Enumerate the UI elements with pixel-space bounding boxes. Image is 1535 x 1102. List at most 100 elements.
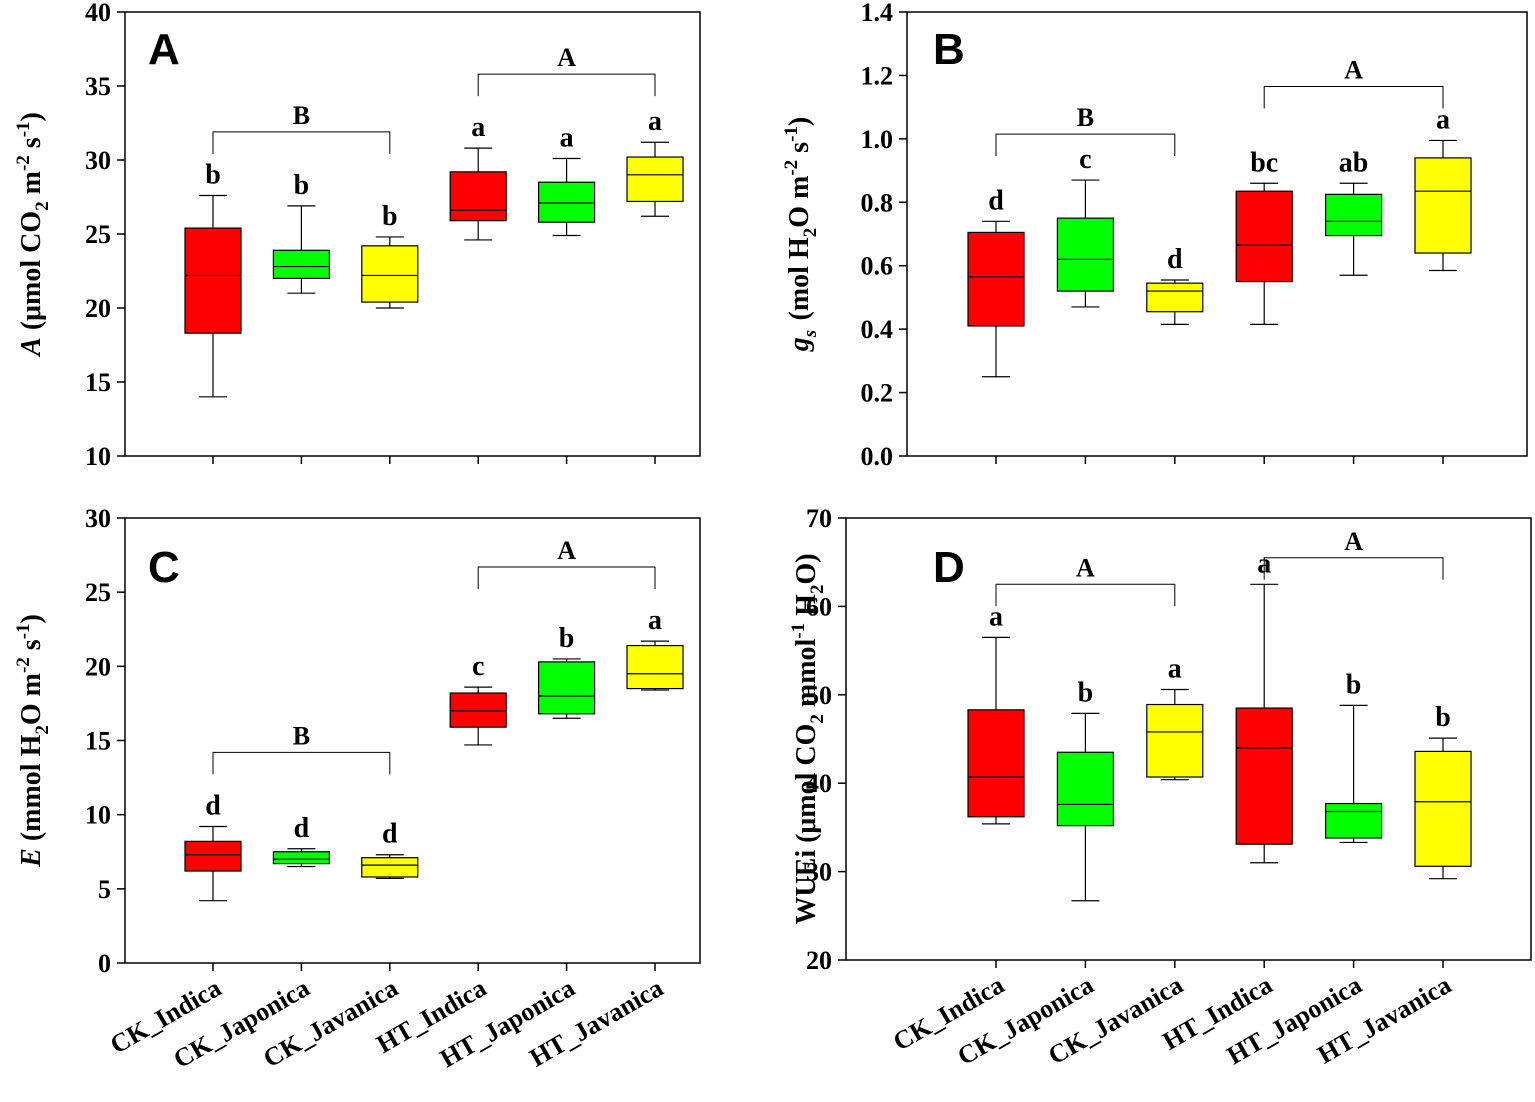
panel-c: 051015202530CK_IndicaCK_JaponicaCK_Javan…	[13, 504, 701, 1074]
significance-letter: d	[205, 791, 221, 822]
significance-letter: d	[988, 185, 1004, 216]
box-ck-japonica	[272, 851, 330, 865]
y-tick-label: 40	[806, 769, 832, 798]
significance-letter: a	[648, 106, 662, 137]
box-ht-javanica	[1414, 750, 1472, 867]
y-axis-label: E (mmol H2O m-2 s-1)	[13, 614, 53, 868]
significance-letter: ab	[1339, 147, 1369, 178]
y-tick-label: 40	[85, 0, 111, 27]
significance-letter: a	[560, 123, 574, 154]
y-tick-label: 0.8	[861, 188, 894, 217]
box-ht-japonica	[537, 181, 596, 223]
box-ck-indica	[967, 231, 1025, 327]
significance-letter: d	[294, 813, 310, 844]
panel-a: 10 15 20 25 30 35 40 b b b a a a B A A A (μmol CO2 m-2 s…	[13, 0, 701, 471]
y-tick-label: 10	[85, 442, 111, 471]
significance-letter: a	[1168, 653, 1182, 684]
significance-letter: b	[382, 201, 398, 232]
y-tick-label: 20	[85, 652, 111, 681]
group-bracket	[1263, 86, 1444, 109]
box-ck-indica	[184, 840, 242, 872]
significance-letter: a	[471, 112, 485, 143]
box-ck-japonica	[272, 249, 330, 279]
group-letter: A	[1076, 553, 1095, 582]
group-bracket	[1263, 557, 1444, 580]
group-letter: B	[293, 721, 310, 750]
box-ht-japonica	[1324, 802, 1383, 839]
y-tick-label: 1.4	[861, 0, 894, 27]
y-tick-label: 30	[85, 146, 111, 175]
group-letter: A	[1344, 56, 1363, 85]
significance-letter: b	[1078, 677, 1094, 708]
box-ht-javanica	[626, 156, 684, 203]
box-ht-indica	[449, 692, 507, 728]
box-ht-japonica	[537, 661, 596, 715]
box-ck-indica	[184, 227, 242, 334]
panel-d: 203040506070CK_IndicaCK_JaponicaCK_Javan…	[788, 504, 1532, 1071]
box-ht-javanica	[626, 644, 684, 690]
significance-letter: bc	[1250, 147, 1278, 178]
panel-letter: C	[148, 543, 180, 592]
significance-letter: c	[472, 651, 484, 682]
group-letter: A	[1344, 527, 1363, 556]
box-ck-javanica	[361, 857, 419, 878]
significance-letter: d	[382, 819, 398, 850]
significance-letter: b	[1346, 669, 1362, 700]
y-tick-label: 20	[85, 294, 111, 323]
group-bracket	[477, 73, 656, 97]
y-tick-label: 1.0	[861, 125, 894, 154]
y-tick-label: 0.4	[861, 315, 894, 344]
box-ht-javanica	[1414, 157, 1472, 254]
box-ck-japonica	[1056, 217, 1115, 292]
y-tick-label: 50	[806, 681, 832, 710]
y-tick-label: 30	[85, 504, 111, 533]
y-tick-label: 20	[806, 946, 832, 975]
y-tick-label: 60	[806, 592, 832, 621]
y-axis-label: A (μmol CO2 m-2 s-1)	[13, 112, 53, 358]
group-bracket	[477, 566, 656, 589]
panel-letter: A	[148, 25, 180, 74]
y-tick-label: 25	[85, 578, 111, 607]
group-letter: B	[293, 101, 310, 130]
y-tick-label: 15	[85, 368, 111, 397]
significance-letter: a	[648, 605, 662, 636]
y-tick-label: 15	[85, 727, 111, 756]
group-bracket	[212, 751, 391, 775]
group-bracket	[995, 583, 1176, 607]
plot-frame	[124, 517, 701, 964]
significance-letter: b	[559, 623, 575, 654]
y-tick-label: 5	[98, 875, 111, 904]
y-tick-label: 1.2	[861, 61, 894, 90]
y-tick-label: 30	[806, 858, 832, 887]
group-letter: B	[1077, 103, 1094, 132]
y-tick-label: 0	[98, 949, 111, 978]
box-ck-indica	[967, 709, 1025, 818]
y-tick-label: 0.6	[861, 252, 894, 281]
plot-frame	[906, 11, 1528, 457]
y-axis-label: WUEi (μmol CO2 mmol-1 H2O)	[788, 553, 828, 924]
y-axis-label: gs (mol H2O m-2 s-1)	[781, 117, 821, 352]
group-letter: A	[557, 43, 576, 72]
significance-letter: d	[1167, 244, 1183, 275]
y-tick-label: 10	[85, 801, 111, 830]
panel-b: 0.0 0.2 0.4 0.6 0.8 1.0 1.2 1.4 d c d bc ab a B A Bgs (m…	[781, 0, 1528, 471]
y-tick-label: 0.0	[861, 442, 894, 471]
group-bracket	[995, 133, 1176, 157]
significance-letter: b	[205, 160, 221, 191]
box-ht-indica	[1235, 190, 1293, 283]
box-ck-javanica	[1146, 282, 1204, 313]
significance-letter: a	[1436, 104, 1450, 135]
box-ck-javanica	[1146, 703, 1204, 778]
significance-letter: c	[1079, 144, 1091, 175]
significance-letter: b	[1435, 702, 1451, 733]
panel-letter: B	[933, 25, 965, 74]
box-ck-japonica	[1056, 751, 1115, 827]
box-ht-japonica	[1324, 193, 1383, 237]
y-tick-label: 70	[806, 504, 832, 533]
box-ht-indica	[1235, 707, 1293, 845]
box-ht-indica	[449, 171, 507, 222]
y-tick-label: 0.2	[861, 379, 894, 408]
y-tick-label: 35	[85, 72, 111, 101]
group-bracket	[212, 131, 391, 154]
